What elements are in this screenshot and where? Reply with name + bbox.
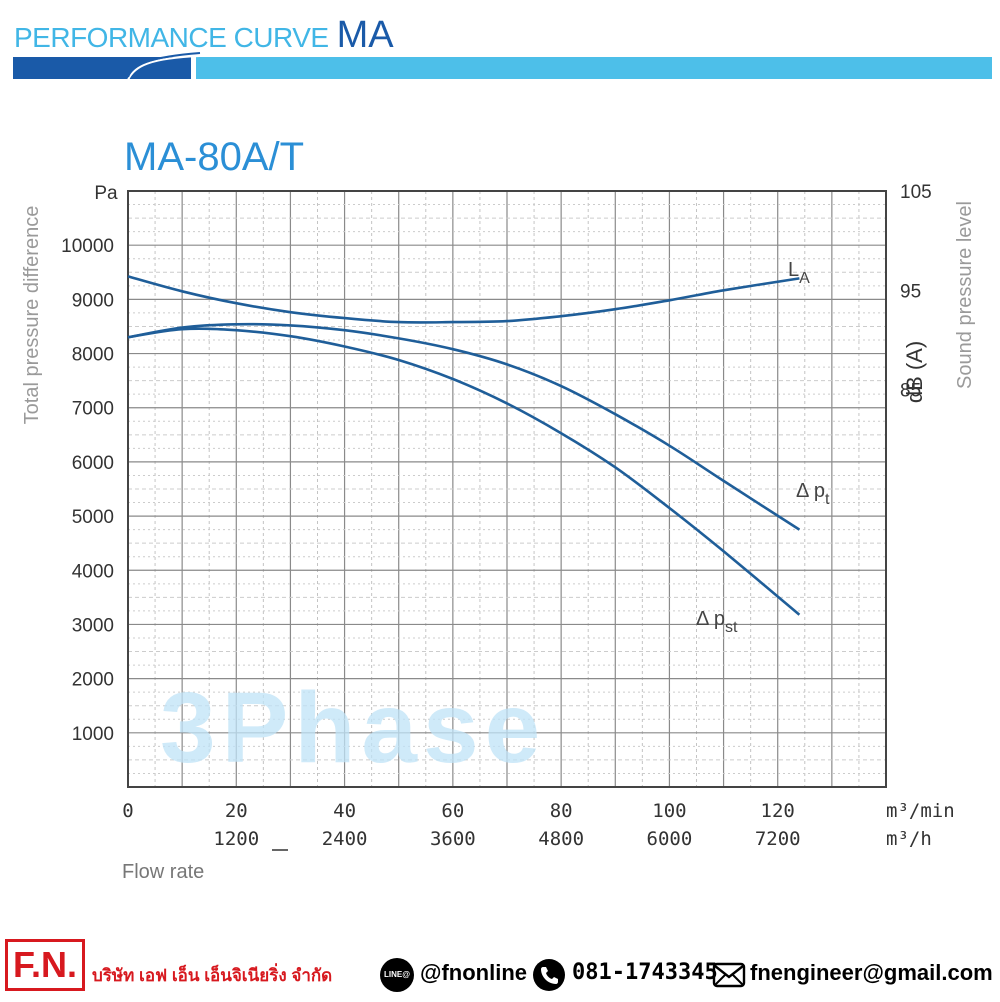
page-header-title: PERFORMANCE CURVE MA (14, 14, 394, 57)
left-tick-label: 6000 (72, 453, 114, 474)
x-axis-unit-secondary: m³/h (886, 828, 932, 850)
x-tick-label-primary: 20 (225, 800, 248, 822)
x-tick-label-primary: 0 (122, 800, 133, 822)
series-line-LA (127, 275, 800, 324)
company-name: บริษัท เอฟ เอ็น เอ็นจิเนียริ่ง จำกัด (92, 966, 333, 985)
x-tick-label-secondary: 1200 (213, 828, 259, 850)
right-tick-label: 85 (900, 381, 921, 402)
chart-watermark: 3Phase (160, 672, 546, 784)
series-label-Δpst: Δ pst (696, 608, 738, 636)
header-swoosh-icon (127, 52, 201, 81)
left-tick-label: 3000 (72, 615, 114, 636)
series-label-Δpt: Δ pt (796, 480, 830, 508)
series-lines (127, 275, 801, 616)
x-axis-unit-primary: m³/min (886, 800, 955, 822)
x-tick-label-primary: 80 (550, 800, 573, 822)
series-label-LA: LA (788, 259, 810, 287)
header-title-model: MA (336, 14, 394, 56)
x-tick-label-secondary: 7200 (755, 828, 801, 850)
series-labels: LA Δ pt Δ pst (696, 259, 830, 636)
left-tick-label: 7000 (72, 399, 114, 420)
x-tick-label-secondary: 2400 (322, 828, 368, 850)
right-axis-label: Sound pressure level (954, 201, 976, 389)
x-tick-label-primary: 40 (333, 800, 356, 822)
right-tick-label: 105 (900, 182, 932, 203)
mail-icon (712, 962, 746, 988)
phone-icon (533, 959, 565, 991)
phone-number-link[interactable]: 081-1743345 (572, 960, 718, 985)
left-tick-label: 5000 (72, 507, 114, 528)
chart-title: MA-80A/T (124, 135, 304, 179)
series-line-Δpst (127, 327, 801, 616)
x-tick-label-primary: 100 (652, 800, 686, 822)
plot-frame (127, 190, 887, 788)
line-app-icon[interactable]: LINE@ (380, 958, 414, 992)
footer: F.N. บริษัท เอฟ เอ็น เอ็นจิเนียริ่ง จำกั… (0, 936, 1000, 1002)
x-tick-label-secondary: 6000 (647, 828, 693, 850)
left-axis-label: Total pressure difference (21, 206, 43, 425)
left-tick-label: 2000 (72, 670, 114, 691)
email-link[interactable]: fnengineer@gmail.com (750, 960, 993, 985)
series-line-Δpt (127, 322, 801, 531)
left-tick-label: 1000 (72, 724, 114, 745)
left-tick-label: 9000 (72, 290, 114, 311)
right-axis-unit: dB (A) (902, 341, 927, 403)
left-axis-unit: Pa (94, 183, 118, 204)
x-tick-label-primary: 60 (441, 800, 464, 822)
header-title-light: PERFORMANCE CURVE (14, 22, 329, 53)
x-axis-ticks: 0 20 40 60 80 100 120 1200 2400 3600 4800 6000 7200 (122, 800, 800, 850)
x-tick-label-secondary: 3600 (430, 828, 476, 850)
left-tick-label: 8000 (72, 345, 114, 366)
left-tick-label: 10000 (61, 236, 114, 257)
right-tick-label: 95 (900, 281, 921, 302)
performance-chart: MA-80A/T 3Phase 100009000800070006000500… (21, 135, 976, 883)
x-tick-label-primary: 120 (761, 800, 795, 822)
right-axis-ticks: 105 95 85 (900, 182, 932, 402)
left-axis-ticks: 10000 9000 8000 7000 6000 5000 4000 3000 2000 100… (61, 236, 114, 745)
header-bar-light (196, 57, 992, 79)
fn-logo: F.N. (5, 939, 85, 991)
line-id-link[interactable]: @fnonline (420, 960, 527, 985)
left-tick-label: 4000 (72, 561, 114, 582)
x-axis-label: Flow rate (122, 861, 204, 883)
x-tick-label-secondary: 4800 (538, 828, 584, 850)
